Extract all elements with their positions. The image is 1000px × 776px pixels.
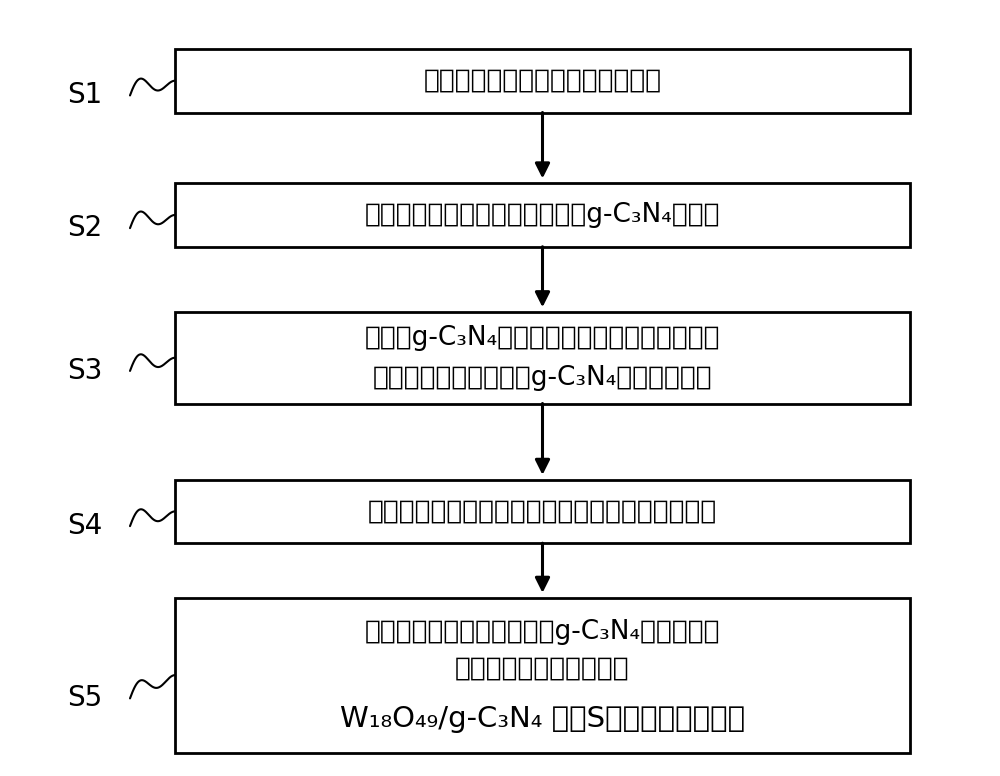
Text: S3: S3	[67, 357, 103, 385]
FancyBboxPatch shape	[175, 183, 910, 247]
Text: 煅烧处理所述有机化合物，获得g-C₃N₄纳米片: 煅烧处理所述有机化合物，获得g-C₃N₄纳米片	[365, 202, 720, 228]
Text: S4: S4	[67, 512, 103, 540]
Text: S2: S2	[67, 214, 103, 242]
FancyBboxPatch shape	[175, 312, 910, 404]
FancyBboxPatch shape	[175, 598, 910, 753]
Text: 提供钨源、有机化合物和无水乙醇: 提供钨源、有机化合物和无水乙醇	[423, 68, 662, 94]
Text: 经水热反应处理后，制得: 经水热反应处理后，制得	[455, 656, 630, 682]
FancyBboxPatch shape	[175, 49, 910, 113]
Text: 将所述g-C₃N₄纳米片分散于所述无水乙醇中，: 将所述g-C₃N₄纳米片分散于所述无水乙醇中，	[365, 324, 720, 351]
Text: S1: S1	[67, 81, 103, 109]
Text: 经超声探头剥离，得到g-C₃N₄悬浮液，备用: 经超声探头剥离，得到g-C₃N₄悬浮液，备用	[373, 365, 712, 391]
FancyBboxPatch shape	[175, 480, 910, 543]
Text: 将所述钨源分散至所述无水乙醇中，得到黄色溶液: 将所述钨源分散至所述无水乙醇中，得到黄色溶液	[368, 498, 717, 525]
Text: W₁₈O₄₉/g-C₃N₄ 复合S型异质结光催化剂: W₁₈O₄₉/g-C₃N₄ 复合S型异质结光催化剂	[340, 705, 745, 733]
Text: S5: S5	[67, 684, 103, 712]
Text: 将所述黄色溶液滴加到所述g-C₃N₄悬浮液中，: 将所述黄色溶液滴加到所述g-C₃N₄悬浮液中，	[365, 618, 720, 645]
